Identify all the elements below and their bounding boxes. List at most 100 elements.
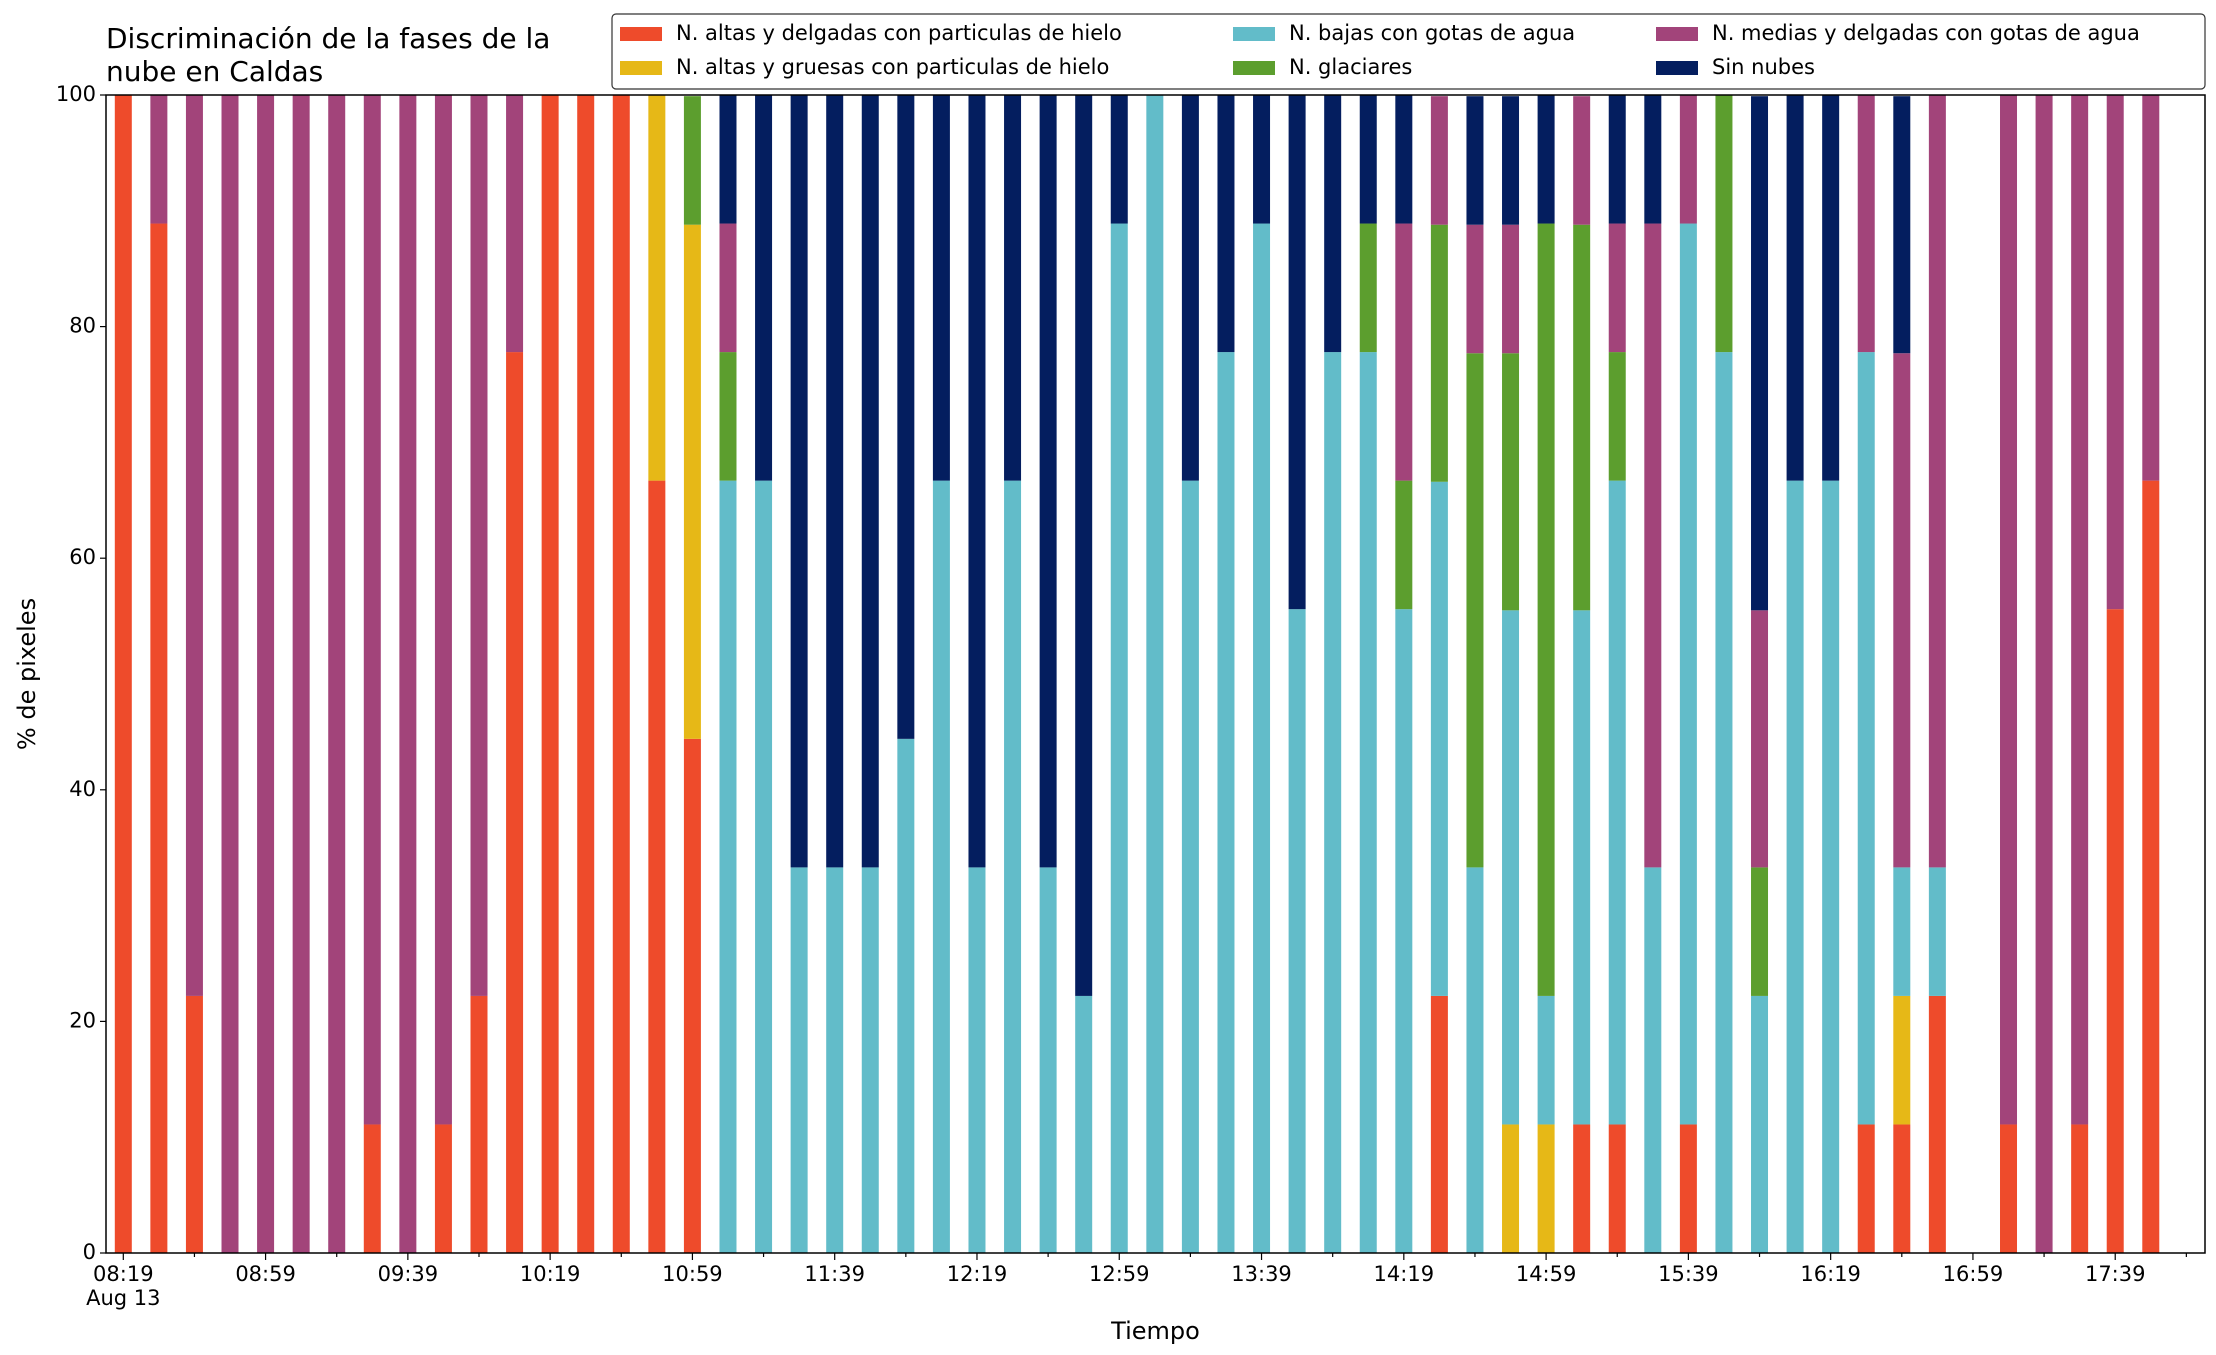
- x-tick-label: 16:59: [1943, 1262, 2004, 1286]
- legend-swatch: [1233, 27, 1275, 41]
- bar-segment: [861, 867, 879, 1253]
- bar-segment: [1253, 95, 1271, 224]
- bar-segment: [150, 223, 168, 1254]
- bar-segment: [719, 95, 737, 224]
- bar-segment: [434, 1124, 452, 1253]
- y-axis-label: % de pixeles: [13, 598, 41, 750]
- y-tick-label: 20: [69, 1008, 96, 1032]
- bar-segment: [1893, 96, 1911, 354]
- bar-segment: [932, 480, 950, 1253]
- y-tick-label: 40: [69, 777, 96, 801]
- bar-segment: [185, 95, 203, 996]
- bar-segment: [221, 95, 239, 1253]
- bar-segment: [1644, 867, 1662, 1253]
- bar-segment: [1786, 480, 1804, 1253]
- bar-segment: [150, 95, 168, 224]
- x-tick-label: 14:59: [1516, 1262, 1577, 1286]
- bar-segment: [1573, 96, 1591, 225]
- x-tick-label: 08:19: [93, 1262, 154, 1286]
- legend-label: N. altas y gruesas con particulas de hie…: [676, 55, 1109, 79]
- bar-segment: [1075, 95, 1093, 996]
- bar-segment: [1644, 223, 1662, 868]
- bar-segment: [1679, 223, 1697, 1125]
- bar-segment: [790, 867, 808, 1253]
- bar-segment: [2071, 1124, 2089, 1253]
- bar-segment: [1430, 995, 1448, 1253]
- legend-box: [611, 13, 2206, 90]
- bar-segment: [1715, 352, 1733, 1253]
- bar-segment: [1324, 352, 1342, 1253]
- y-tick-label: 100: [56, 82, 96, 106]
- bar-segment: [1928, 95, 1946, 868]
- bar-segment: [399, 95, 417, 1253]
- bar-segment: [1751, 610, 1769, 868]
- legend-swatch: [1233, 61, 1275, 75]
- bar-segment: [185, 995, 203, 1253]
- bar-segment: [1253, 223, 1271, 1254]
- bar-segment: [755, 480, 773, 1253]
- bar-segment: [1288, 95, 1306, 610]
- y-tick-label: 80: [69, 314, 96, 338]
- bar-segment: [2000, 1124, 2018, 1253]
- bar-segment: [1181, 480, 1199, 1253]
- bar-segment: [1537, 995, 1555, 1125]
- bar-segment: [363, 95, 381, 1125]
- bar-segment: [1110, 95, 1128, 224]
- bar-segment: [1537, 1124, 1555, 1253]
- bar-segment: [1430, 96, 1448, 225]
- bar-segment: [541, 95, 559, 1253]
- bar-segment: [2000, 95, 2018, 1125]
- bar-segment: [1893, 1124, 1911, 1253]
- bar-segment: [612, 95, 630, 1253]
- x-tick-label: 12:59: [1089, 1262, 1150, 1286]
- bar-segment: [1608, 1124, 1626, 1253]
- legend-swatch: [1656, 27, 1698, 41]
- bar-segment: [1608, 352, 1626, 481]
- bar-segment: [1004, 480, 1022, 1253]
- bar-segment: [506, 352, 524, 1253]
- x-tick-label: 17:39: [2085, 1262, 2146, 1286]
- bar-segment: [790, 95, 808, 868]
- y-tick-label: 60: [69, 545, 96, 569]
- bar-segment: [114, 95, 132, 1253]
- bar-segment: [683, 96, 701, 225]
- bar-segment: [683, 224, 701, 739]
- bar-segment: [1893, 995, 1911, 1125]
- legend-label: N. medias y delgadas con gotas de agua: [1712, 21, 2140, 45]
- bar-segment: [1466, 867, 1484, 1253]
- bar-segment: [826, 95, 844, 868]
- x-tick-label: 10:19: [520, 1262, 581, 1286]
- bar-segment: [1679, 95, 1697, 224]
- bar-segment: [719, 223, 737, 353]
- bar-segment: [292, 95, 310, 1253]
- bar-segment: [328, 95, 346, 1253]
- bar-segment: [1857, 95, 1875, 353]
- bar-segment: [968, 95, 986, 868]
- bar-segment: [1502, 224, 1520, 354]
- bar-segment: [1324, 95, 1342, 353]
- bar-segment: [1395, 480, 1413, 610]
- bar-segment: [1359, 352, 1377, 1253]
- bar-segment: [719, 352, 737, 481]
- bar-segment: [1751, 995, 1769, 1253]
- bar-segment: [755, 95, 773, 481]
- bar-segment: [1146, 95, 1164, 1253]
- bar-segment: [1822, 480, 1840, 1253]
- x-axis-label: Tiempo: [1110, 1317, 1200, 1345]
- x-tick-label: 14:19: [1374, 1262, 1435, 1286]
- bar-segment: [1608, 95, 1626, 224]
- bar-segment: [1039, 867, 1057, 1253]
- bar-segment: [1075, 995, 1093, 1253]
- bar-segment: [1502, 610, 1520, 1125]
- bar-segment: [2142, 95, 2160, 481]
- y-tick-label: 0: [83, 1240, 96, 1264]
- bar-segment: [1466, 96, 1484, 225]
- bar-segment: [1857, 352, 1875, 1125]
- bar-segment: [1502, 353, 1520, 611]
- x-tick-label: 15:39: [1658, 1262, 1719, 1286]
- bar-segment: [1217, 95, 1235, 353]
- x-tick-label: 16:19: [1800, 1262, 1861, 1286]
- bar-segment: [861, 95, 879, 868]
